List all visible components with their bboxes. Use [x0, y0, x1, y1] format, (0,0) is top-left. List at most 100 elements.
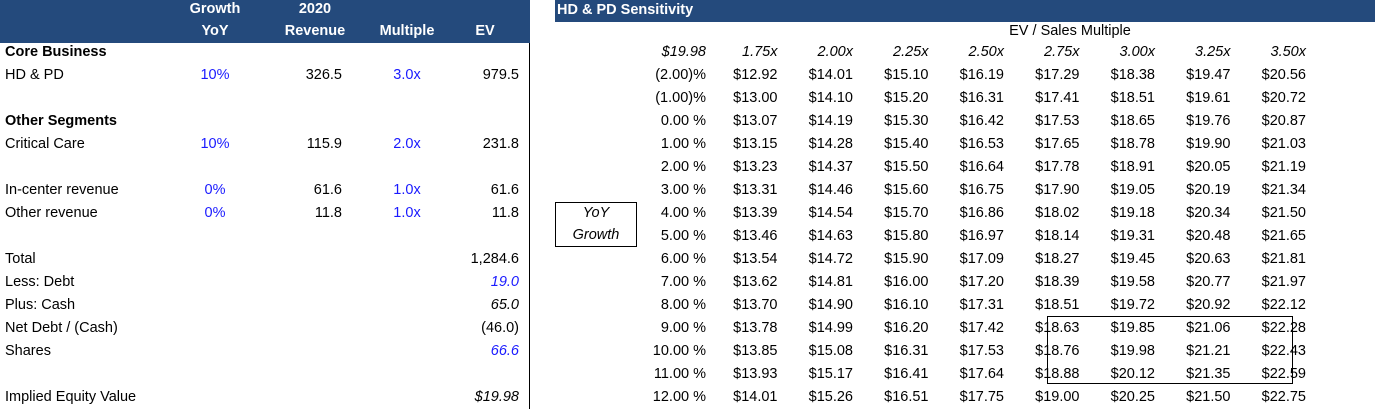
sensitivity-cell: $19.31 [1110, 228, 1155, 244]
sensitivity-cell: $18.38 [1110, 67, 1155, 83]
sensitivity-cell: $21.34 [1261, 182, 1306, 198]
sensitivity-cell: $22.59 [1261, 366, 1306, 382]
sensitivity-cell: $15.70 [884, 205, 929, 221]
sensitivity-cell: $15.60 [884, 182, 929, 198]
revenue-value: 326.5 [305, 67, 342, 83]
sensitivity-cell: $15.80 [884, 228, 929, 244]
sensitivity-cell: $14.72 [808, 251, 853, 267]
sensitivity-cell: $21.35 [1186, 366, 1231, 382]
sensitivity-cell: $13.15 [733, 136, 778, 152]
sensitivity-cell: $17.64 [959, 366, 1004, 382]
col-axis-label: EV / Sales Multiple [1009, 23, 1131, 39]
sensitivity-cell: $14.81 [808, 274, 853, 290]
sensitivity-cell: $20.92 [1186, 297, 1231, 313]
sensitivity-cell: $22.43 [1261, 343, 1306, 359]
sensitivity-cell: $18.51 [1110, 90, 1155, 106]
ev-value: 66.6 [490, 343, 519, 359]
sensitivity-cell: $18.63 [1035, 320, 1080, 336]
sensitivity-cell: $19.90 [1186, 136, 1231, 152]
sensitivity-cell: $19.85 [1110, 320, 1155, 336]
sensitivity-cell: $14.28 [808, 136, 853, 152]
sensitivity-cell: $16.31 [959, 90, 1004, 106]
sensitivity-cell: $15.20 [884, 90, 929, 106]
sensitivity-cell: $17.09 [959, 251, 1004, 267]
sensitivity-cell: $13.62 [733, 274, 778, 290]
sensitivity-cell: $18.91 [1110, 159, 1155, 175]
sensitivity-cell: $21.50 [1186, 389, 1231, 405]
sensitivity-cell: $20.56 [1261, 67, 1306, 83]
sensitivity-cell: $21.19 [1261, 159, 1306, 175]
multiple-column-header: 3.00x [1119, 44, 1155, 60]
row-label: Other Segments [5, 113, 117, 129]
sensitivity-cell: $15.90 [884, 251, 929, 267]
left-table-border [529, 43, 530, 409]
sensitivity-cell: $13.93 [733, 366, 778, 382]
sensitivity-cell: $16.75 [959, 182, 1004, 198]
sensitivity-cell: $14.63 [808, 228, 853, 244]
sensitivity-cell: $15.17 [808, 366, 853, 382]
growth-row-header: (1.00)% [655, 90, 706, 106]
row-axis-label-box [555, 202, 637, 247]
ev-value: 19.0 [490, 274, 519, 290]
sensitivity-cell: $13.07 [733, 113, 778, 129]
sensitivity-cell: $17.53 [959, 343, 1004, 359]
sensitivity-cell: $17.42 [959, 320, 1004, 336]
growth-row-header: 0.00 % [660, 113, 706, 129]
growth-row-header: 9.00 % [660, 320, 706, 336]
multiple-value: 1.0x [393, 182, 421, 198]
row-label: Shares [5, 343, 51, 359]
row-axis-label-line2: Growth [572, 227, 620, 243]
sensitivity-cell: $16.51 [884, 389, 929, 405]
sensitivity-cell: $21.81 [1261, 251, 1306, 267]
left-header-bar [0, 0, 530, 43]
sensitivity-cell: $14.01 [808, 67, 853, 83]
sensitivity-cell: $14.99 [808, 320, 853, 336]
row-label: Plus: Cash [5, 297, 76, 313]
sensitivity-cell: $17.53 [1035, 113, 1080, 129]
growth-row-header: 4.00 % [660, 205, 706, 221]
multiple-header: Multiple [379, 23, 435, 39]
growth-value: 10% [200, 136, 230, 152]
ev-value: (46.0) [481, 320, 519, 336]
revenue-value: 11.8 [314, 205, 342, 221]
sensitivity-cell: $21.03 [1261, 136, 1306, 152]
sensitivity-cell: $16.53 [959, 136, 1004, 152]
sensitivity-cell: $13.00 [733, 90, 778, 106]
sensitivity-cell: $16.64 [959, 159, 1004, 175]
ev-value: 979.5 [482, 67, 519, 83]
sensitivity-cell: $21.50 [1261, 205, 1306, 221]
sensitivity-cell: $19.58 [1110, 274, 1155, 290]
multiple-column-header: 2.25x [893, 44, 929, 60]
sensitivity-cell: $17.75 [959, 389, 1004, 405]
row-label: Other revenue [5, 205, 98, 221]
sensitivity-cell: $16.19 [959, 67, 1004, 83]
sensitivity-cell: $13.54 [733, 251, 778, 267]
ev-value: 61.6 [490, 182, 519, 198]
sensitivity-cell: $14.10 [808, 90, 853, 106]
revenue-value: 61.6 [313, 182, 342, 198]
multiple-column-header: 2.00x [817, 44, 853, 60]
sensitivity-cell: $17.41 [1035, 90, 1080, 106]
revenue-value: 115.9 [306, 136, 342, 152]
sensitivity-cell: $13.46 [733, 228, 778, 244]
sensitivity-cell: $19.98 [1110, 343, 1155, 359]
row-label: Total [5, 251, 36, 267]
sensitivity-cell: $19.47 [1186, 67, 1231, 83]
row-label: Critical Care [5, 136, 85, 152]
sensitivity-cell: $13.39 [733, 205, 778, 221]
sensitivity-cell: $15.50 [884, 159, 929, 175]
sensitivity-cell: $17.31 [959, 297, 1004, 313]
sensitivity-cell: $22.75 [1261, 389, 1306, 405]
sensitivity-cell: $13.70 [733, 297, 778, 313]
sensitivity-cell: $18.51 [1035, 297, 1080, 313]
sensitivity-cell: $16.31 [884, 343, 929, 359]
multiple-value: 1.0x [393, 205, 421, 221]
growth-row-header: 5.00 % [660, 228, 706, 244]
row-label: HD & PD [5, 67, 64, 83]
highlight-region-box [1047, 316, 1293, 384]
sensitivity-cell: $20.25 [1110, 389, 1155, 405]
row-label: Net Debt / (Cash) [5, 320, 118, 336]
sensitivity-cell: $17.29 [1035, 67, 1080, 83]
ev-value: 231.8 [482, 136, 519, 152]
sensitivity-cell: $15.30 [884, 113, 929, 129]
